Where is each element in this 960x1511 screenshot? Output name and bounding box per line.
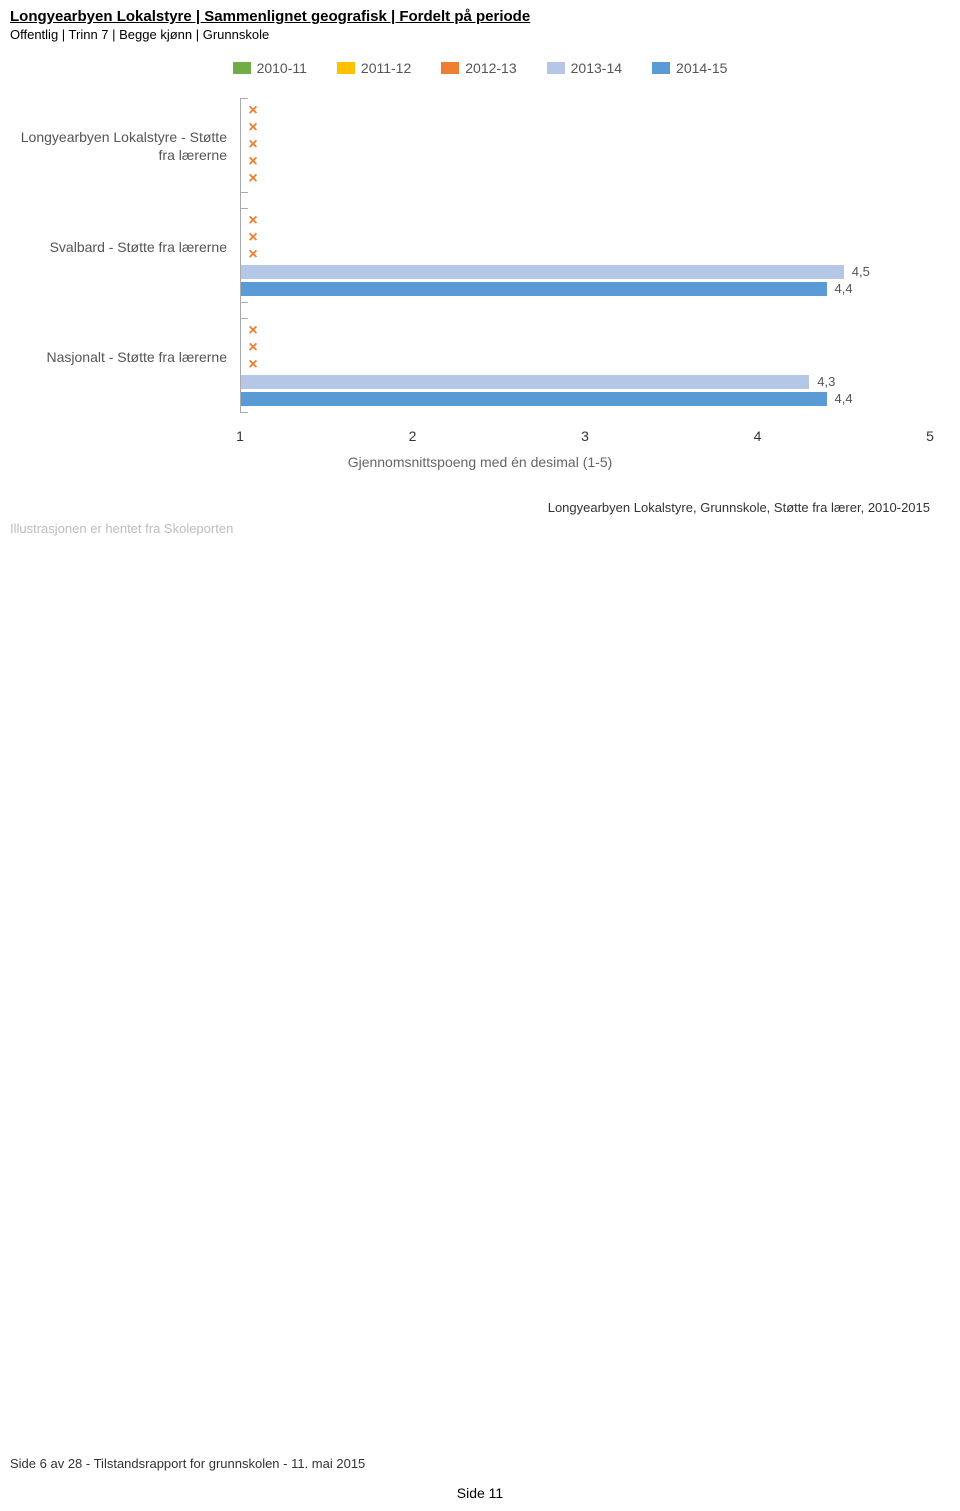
legend-swatch: [233, 62, 251, 74]
page-subtitle: Offentlig | Trinn 7 | Begge kjønn | Grun…: [10, 27, 950, 42]
chart-container: 2010-112011-122012-132013-142014-15 ××××…: [10, 60, 950, 536]
page-title: Longyearbyen Lokalstyre | Sammenlignet g…: [10, 8, 950, 25]
legend-item: 2011-12: [337, 60, 411, 76]
x-axis: 12345: [240, 426, 930, 450]
bar-value-label: 4,5: [846, 265, 870, 279]
footer-page-number: Side 11: [0, 1485, 960, 1501]
bar: [240, 282, 827, 296]
missing-marker-icon: ×: [246, 138, 260, 152]
legend-swatch: [547, 62, 565, 74]
illustration-note: Illustrasjonen er hentet fra Skoleporten: [10, 521, 950, 536]
missing-marker-icon: ×: [246, 358, 260, 372]
group-label: Svalbard - Støtte fra lærerne: [10, 239, 235, 257]
group-tick: [240, 98, 248, 99]
bar-value-label: 4,3: [811, 375, 835, 389]
x-axis-label: Gjennomsnittspoeng med én desimal (1-5): [10, 454, 950, 470]
x-tick: 5: [926, 428, 934, 444]
legend-label: 2014-15: [676, 60, 727, 76]
missing-marker-icon: ×: [246, 104, 260, 118]
bar: [240, 392, 827, 406]
legend-label: 2010-11: [257, 60, 307, 76]
legend-label: 2012-13: [465, 60, 516, 76]
bar: [240, 265, 844, 279]
missing-marker-icon: ×: [246, 248, 260, 262]
legend-item: 2013-14: [547, 60, 622, 76]
chart-legend: 2010-11 2011-12 2012-13 2013-14 2014-15: [10, 60, 950, 76]
legend-item: 2012-13: [441, 60, 516, 76]
legend-item: 2014-15: [652, 60, 727, 76]
x-tick: 1: [236, 428, 244, 444]
bar: [240, 375, 809, 389]
group-tick: [240, 302, 248, 303]
missing-marker-icon: ×: [246, 324, 260, 338]
group-tick: [240, 208, 248, 209]
y-axis-line: [240, 98, 241, 412]
group-label: Longyearbyen Lokalstyre - Støtte fra lær…: [10, 129, 235, 164]
missing-marker-icon: ×: [246, 155, 260, 169]
group-tick: [240, 192, 248, 193]
missing-marker-icon: ×: [246, 214, 260, 228]
group-label: Nasjonalt - Støtte fra lærerne: [10, 349, 235, 367]
legend-swatch: [441, 62, 459, 74]
bar-value-label: 4,4: [829, 282, 853, 296]
group-tick: [240, 318, 248, 319]
x-tick: 4: [754, 428, 762, 444]
x-tick: 2: [409, 428, 417, 444]
footer-page-info: Side 6 av 28 - Tilstandsrapport for grun…: [0, 1456, 960, 1471]
chart-source-note: Longyearbyen Lokalstyre, Grunnskole, Stø…: [10, 500, 950, 515]
missing-marker-icon: ×: [246, 231, 260, 245]
chart-plot: × × × × × × × × 4,5 4,4 × × × 4,3 4,4 Longyearbyen Lok…: [10, 94, 950, 426]
legend-label: 2013-14: [571, 60, 622, 76]
legend-swatch: [652, 62, 670, 74]
bar-value-label: 4,4: [829, 392, 853, 406]
missing-marker-icon: ×: [246, 121, 260, 135]
group-tick: [240, 412, 248, 413]
x-tick: 3: [581, 428, 589, 444]
legend-swatch: [337, 62, 355, 74]
legend-item: 2010-11: [233, 60, 307, 76]
missing-marker-icon: ×: [246, 341, 260, 355]
legend-label: 2011-12: [361, 60, 411, 76]
missing-marker-icon: ×: [246, 172, 260, 186]
